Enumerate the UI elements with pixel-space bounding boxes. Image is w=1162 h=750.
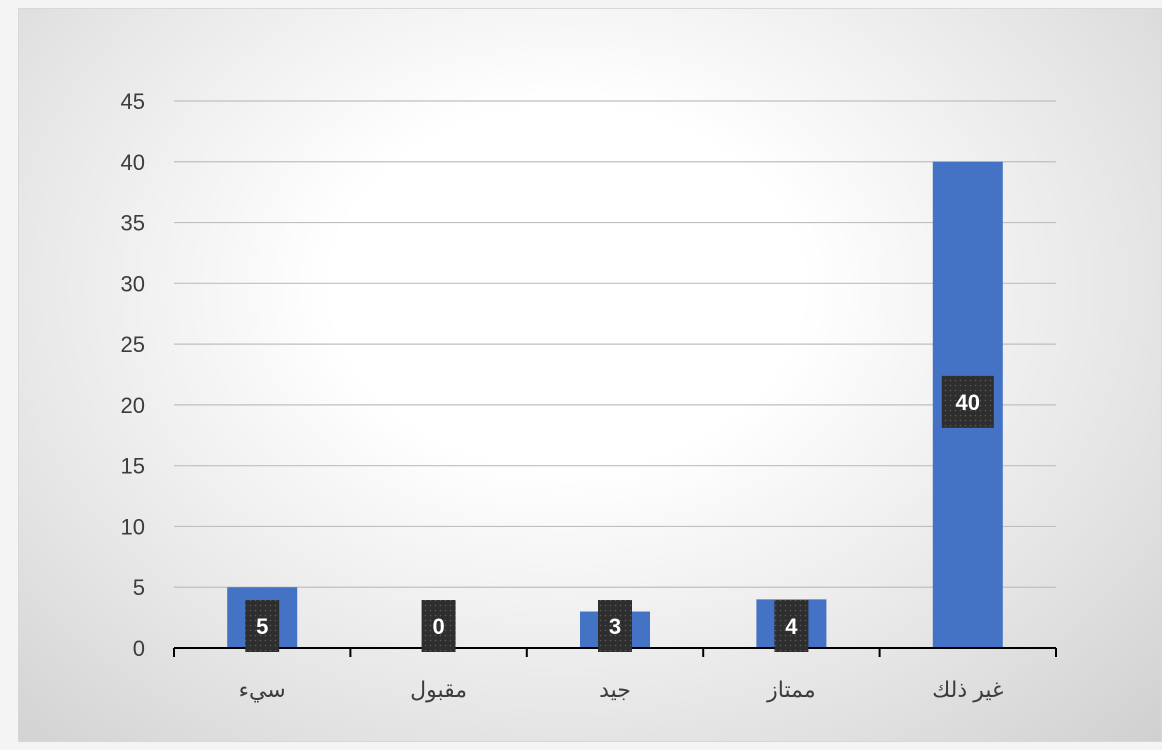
data-label-box (774, 600, 809, 652)
x-category-label: جيد (599, 677, 631, 702)
x-category-label: ممتاز (766, 677, 815, 702)
x-axis-category-labels: سيء مقبول جيد ممتاز غير ذلك (239, 677, 1004, 703)
data-label-box (598, 600, 632, 652)
data-label-value: 0 (432, 614, 444, 639)
chart-area: 0 5 10 15 20 25 30 35 40 45 سيء مقبول جيد ممتاز غير ذ… (18, 8, 1162, 742)
data-label: 0 (421, 600, 456, 652)
data-label-value: 5 (256, 614, 268, 639)
y-tick-label: 5 (133, 575, 145, 600)
data-label-box (421, 600, 456, 652)
y-axis-tick-labels: 0 5 10 15 20 25 30 35 40 45 (121, 89, 145, 661)
y-tick-label: 0 (133, 636, 145, 661)
data-label: 40 (941, 375, 994, 428)
x-category-label: مقبول (410, 677, 467, 702)
data-label: 3 (598, 600, 632, 652)
y-tick-label: 35 (121, 211, 145, 236)
x-category-label: غير ذلك (932, 677, 1003, 702)
data-label-value: 4 (785, 614, 798, 639)
gridlines (174, 100, 1056, 588)
y-tick-label: 45 (121, 89, 145, 114)
data-label-value: 40 (956, 390, 980, 415)
data-label-value: 3 (609, 614, 621, 639)
y-tick-label: 15 (121, 454, 145, 479)
data-label-box (941, 375, 994, 428)
y-tick-label: 25 (121, 332, 145, 357)
data-label: 4 (774, 600, 809, 652)
y-tick-label: 20 (121, 393, 145, 418)
x-category-label: سيء (239, 677, 286, 703)
y-tick-label: 30 (121, 271, 145, 296)
y-tick-label: 40 (121, 150, 145, 175)
y-tick-label: 10 (121, 514, 145, 539)
data-label: 5 (245, 600, 280, 652)
data-labels: 5 0 3 4 40 (245, 375, 994, 652)
data-label-box (245, 600, 280, 652)
